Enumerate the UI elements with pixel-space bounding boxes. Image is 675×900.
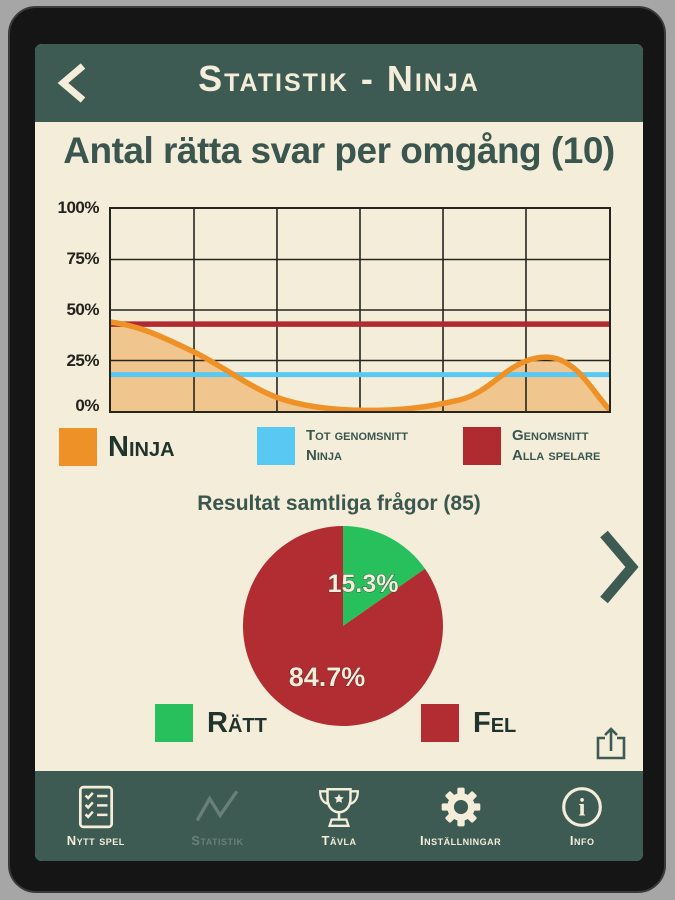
pie-legend-item-fel: Fel xyxy=(421,704,516,742)
legend-label-line1: Tot genomsnitt xyxy=(306,427,408,444)
pie-legend-label: Fel xyxy=(473,706,517,739)
fel-swatch xyxy=(421,704,459,742)
nav-item-label: Inställningar xyxy=(420,833,502,848)
plot-area xyxy=(109,207,611,413)
legend-label-line1: Genomsnitt xyxy=(512,427,589,444)
y-axis-tick: 100% xyxy=(57,198,100,217)
header-bar: Statistik - Ninja xyxy=(35,44,643,122)
trophy-icon xyxy=(319,787,359,827)
nav-item-label: Tävla xyxy=(321,833,357,848)
pie-slice-ratt xyxy=(343,526,425,626)
nav-item-installningar[interactable]: Inställningar xyxy=(400,771,522,861)
nav-item-label: Info xyxy=(569,833,595,848)
nav-item-label: Statistik xyxy=(191,833,244,848)
legend-item-ninja: Ninja xyxy=(59,428,175,466)
nav-item-nytt-spel[interactable]: Nytt spel xyxy=(35,771,157,861)
ninja-swatch xyxy=(59,428,97,466)
y-axis-tick: 75% xyxy=(66,249,99,268)
pie-label-fel-value: 84.7% xyxy=(289,662,366,692)
nav-item-info[interactable]: i Info xyxy=(521,771,643,861)
legend-label: Tot genomsnitt Ninja xyxy=(306,426,408,465)
page-title: Statistik - Ninja xyxy=(198,58,480,99)
pie-chart-title: Resultat samtliga frågor (85) xyxy=(197,492,481,515)
ratt-swatch xyxy=(155,704,193,742)
legend-label: Ninja xyxy=(108,430,175,463)
rounds-chart-title: Antal rätta svar per omgång (10) xyxy=(63,130,615,171)
nav-item-label: Nytt spel xyxy=(66,833,125,848)
ninja-series-line xyxy=(111,322,609,410)
app-screen: Statistik - Ninja Antal rätta svar per o… xyxy=(35,44,643,861)
legend-item-tot-genomsnitt: Tot genomsnitt Ninja xyxy=(257,426,408,465)
results-pie-chart: 15.3% 84.7% xyxy=(235,518,451,734)
pie-legend-label: Rätt xyxy=(207,706,267,739)
device-frame: Statistik - Ninja Antal rätta svar per o… xyxy=(8,6,666,893)
y-axis-tick: 0% xyxy=(75,396,99,415)
y-axis-tick: 50% xyxy=(66,300,99,319)
nav-item-tavla[interactable]: Tävla xyxy=(278,771,400,861)
share-button[interactable] xyxy=(593,726,629,762)
legend-label-line2: Ninja xyxy=(306,446,342,464)
y-axis-tick: 25% xyxy=(66,351,99,370)
back-button[interactable] xyxy=(53,61,97,105)
pie-chart-canvas: 15.3% 84.7% xyxy=(242,526,443,726)
chevron-left-icon xyxy=(57,63,86,103)
checklist-icon xyxy=(78,785,113,829)
y-axis: 100% 75% 50% 25% 0% xyxy=(35,198,103,415)
next-page-button[interactable] xyxy=(599,530,639,604)
bottom-nav-bar: Nytt spel Statistik xyxy=(35,771,643,861)
line-chart-legend: Ninja Tot genomsnitt Ninja xyxy=(35,422,643,484)
chevron-right-icon xyxy=(600,530,639,604)
legend-label: Genomsnitt Alla spelare xyxy=(512,426,600,465)
tot-genomsnitt-swatch xyxy=(257,426,295,465)
legend-item-genomsnitt-alla: Genomsnitt Alla spelare xyxy=(463,426,600,465)
svg-text:i: i xyxy=(579,794,586,821)
rounds-line-chart: 100% 75% 50% 25% 0% xyxy=(35,198,643,417)
pie-legend-item-ratt: Rätt xyxy=(155,704,267,742)
legend-label-line2: Alla spelare xyxy=(512,446,601,464)
gear-icon xyxy=(441,787,480,827)
pie-label-ratt-value: 15.3% xyxy=(328,570,399,598)
share-icon xyxy=(596,727,626,760)
pie-slice-fel xyxy=(242,526,443,726)
line-chart-canvas xyxy=(111,209,609,411)
line-chart-icon xyxy=(196,790,239,822)
nav-item-statistik[interactable]: Statistik xyxy=(157,771,279,861)
info-icon: i xyxy=(562,787,603,827)
grid-lines xyxy=(111,209,609,411)
genomsnitt-alla-swatch xyxy=(463,426,501,465)
